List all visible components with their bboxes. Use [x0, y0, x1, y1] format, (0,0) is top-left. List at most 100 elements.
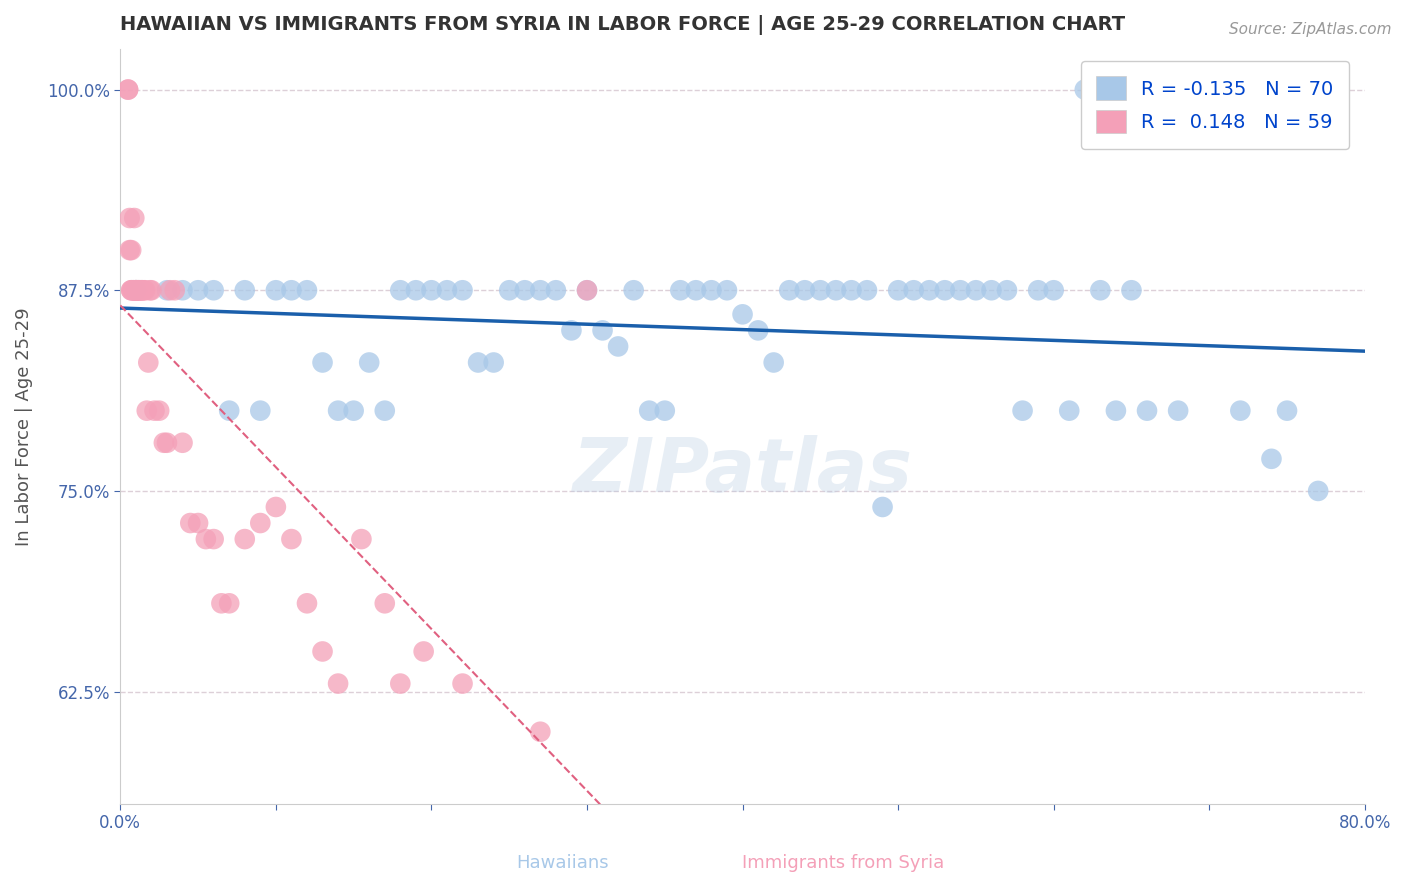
Point — [311, 644, 333, 658]
Point — [980, 283, 1002, 297]
Point — [129, 283, 152, 297]
Point — [1057, 403, 1080, 417]
Point — [311, 355, 333, 369]
Point — [249, 516, 271, 530]
Text: ZIPatlas: ZIPatlas — [572, 435, 912, 508]
Point — [125, 283, 148, 297]
Point — [202, 283, 225, 297]
Point — [716, 283, 738, 297]
Point — [949, 283, 972, 297]
Point — [669, 283, 692, 297]
Point — [156, 435, 179, 450]
Point — [249, 403, 271, 417]
Point — [451, 283, 474, 297]
Point — [350, 532, 373, 546]
Point — [1308, 483, 1330, 498]
Point — [125, 283, 148, 297]
Point — [700, 283, 723, 297]
Point — [264, 283, 287, 297]
Point — [156, 283, 179, 297]
Point — [405, 283, 427, 297]
Point — [233, 283, 256, 297]
Point — [638, 403, 661, 417]
Point — [125, 283, 148, 297]
Point — [420, 283, 443, 297]
Point — [1105, 403, 1128, 417]
Point — [436, 283, 458, 297]
Point — [124, 283, 146, 297]
Point — [209, 596, 232, 610]
Point — [903, 283, 925, 297]
Point — [1026, 283, 1049, 297]
Point — [575, 283, 598, 297]
Point — [132, 283, 155, 297]
Point — [887, 283, 910, 297]
Legend: R = -0.135   N = 70, R =  0.148   N = 59: R = -0.135 N = 70, R = 0.148 N = 59 — [1081, 61, 1348, 149]
Point — [1275, 403, 1298, 417]
Point — [513, 283, 536, 297]
Point — [731, 307, 754, 321]
Point — [148, 403, 170, 417]
Point — [129, 283, 152, 297]
Point — [467, 355, 489, 369]
Point — [918, 283, 941, 297]
Point — [194, 532, 217, 546]
Point — [131, 283, 153, 297]
Point — [1121, 283, 1143, 297]
Point — [159, 283, 181, 297]
Point — [202, 532, 225, 546]
Text: Source: ZipAtlas.com: Source: ZipAtlas.com — [1229, 22, 1392, 37]
Point — [124, 211, 146, 225]
Point — [374, 403, 396, 417]
Point — [264, 500, 287, 514]
Point — [343, 403, 366, 417]
Text: HAWAIIAN VS IMMIGRANTS FROM SYRIA IN LABOR FORCE | AGE 25-29 CORRELATION CHART: HAWAIIAN VS IMMIGRANTS FROM SYRIA IN LAB… — [121, 15, 1125, 35]
Point — [117, 82, 139, 96]
Point — [134, 283, 156, 297]
Point — [172, 435, 194, 450]
Point — [934, 283, 956, 297]
Point — [685, 283, 707, 297]
Point — [143, 403, 166, 417]
Point — [280, 283, 302, 297]
Point — [233, 532, 256, 546]
Point — [125, 283, 148, 297]
Point — [218, 596, 240, 610]
Point — [544, 283, 567, 297]
Point — [1260, 451, 1282, 466]
Point — [163, 283, 186, 297]
Point — [560, 323, 582, 337]
Text: Hawaiians: Hawaiians — [516, 855, 609, 872]
Point — [131, 283, 153, 297]
Point — [389, 283, 412, 297]
Point — [1011, 403, 1033, 417]
Point — [841, 283, 863, 297]
Point — [120, 283, 142, 297]
Point — [135, 403, 157, 417]
Point — [747, 323, 769, 337]
Point — [529, 724, 551, 739]
Point — [1229, 403, 1251, 417]
Point — [187, 283, 209, 297]
Point — [856, 283, 879, 297]
Point — [127, 283, 149, 297]
Point — [1042, 283, 1064, 297]
Point — [127, 283, 149, 297]
Point — [482, 355, 505, 369]
Point — [808, 283, 831, 297]
Point — [326, 403, 349, 417]
Point — [529, 283, 551, 297]
Point — [1136, 403, 1159, 417]
Point — [125, 283, 148, 297]
Point — [127, 283, 149, 297]
Y-axis label: In Labor Force | Age 25-29: In Labor Force | Age 25-29 — [15, 308, 32, 546]
Point — [1167, 403, 1189, 417]
Point — [124, 283, 146, 297]
Point — [592, 323, 614, 337]
Point — [326, 676, 349, 690]
Point — [121, 283, 143, 297]
Point — [965, 283, 987, 297]
Point — [179, 516, 201, 530]
Point — [136, 355, 159, 369]
Point — [128, 283, 150, 297]
